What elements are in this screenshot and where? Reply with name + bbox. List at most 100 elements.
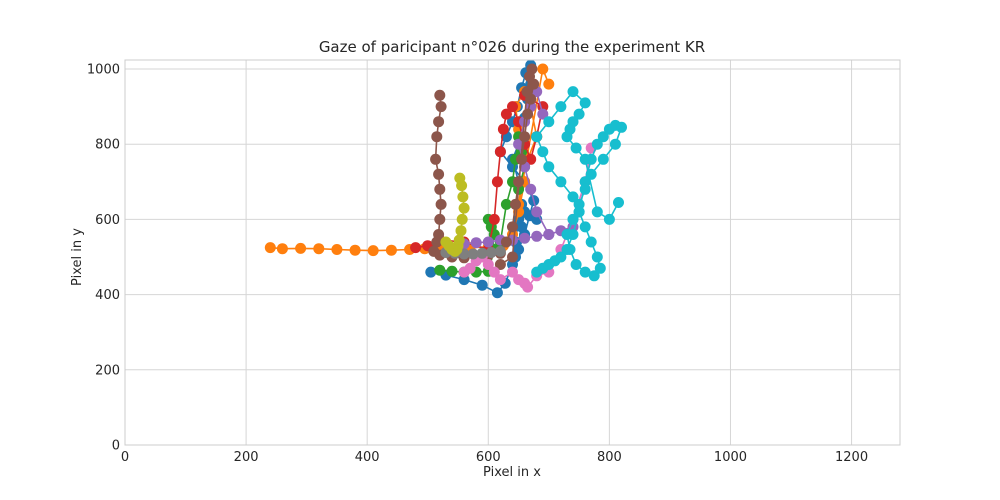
data-point <box>537 63 549 75</box>
data-point <box>457 191 469 203</box>
data-point <box>431 236 443 248</box>
y-tick-labels: 0 200 400 600 800 1000 <box>87 63 120 454</box>
data-point <box>513 176 525 188</box>
x-tick-label: 600 <box>476 450 501 465</box>
y-axis-label: Pixel in y <box>70 228 85 286</box>
series-layer <box>264 59 627 299</box>
y-tick-label: 600 <box>95 213 120 228</box>
data-point <box>519 131 531 143</box>
data-point <box>531 230 543 242</box>
data-point <box>485 247 497 258</box>
series-10 <box>531 86 627 282</box>
data-point <box>573 206 585 218</box>
data-point <box>456 213 468 225</box>
data-point <box>500 236 512 248</box>
data-point <box>525 153 537 165</box>
data-point <box>570 142 582 154</box>
data-point <box>594 262 606 274</box>
data-point <box>555 176 567 188</box>
data-point <box>555 251 567 263</box>
x-axis-label: Pixel in x <box>483 465 541 480</box>
data-point <box>331 244 343 255</box>
data-point <box>579 183 591 195</box>
data-point <box>591 206 603 218</box>
data-point <box>435 198 447 210</box>
data-point <box>434 89 446 101</box>
data-point <box>531 131 543 143</box>
data-point <box>476 279 488 291</box>
data-point <box>573 108 585 120</box>
data-point <box>613 197 624 208</box>
data-point <box>609 138 621 150</box>
series-9 <box>440 172 470 257</box>
data-point <box>295 242 307 254</box>
data-point <box>434 213 446 225</box>
data-point <box>430 153 442 165</box>
data-point <box>425 266 437 278</box>
data-point <box>488 266 500 278</box>
data-point <box>500 198 512 210</box>
data-point <box>603 213 615 225</box>
data-point <box>567 213 579 225</box>
data-point <box>458 202 470 214</box>
data-point <box>537 146 549 158</box>
data-point <box>561 131 573 143</box>
data-point <box>579 97 591 109</box>
data-point <box>313 243 325 255</box>
data-point <box>440 236 452 248</box>
data-point <box>522 108 534 120</box>
data-point <box>570 259 582 270</box>
data-point <box>456 180 468 192</box>
y-tick-label: 1000 <box>87 63 120 78</box>
data-point <box>519 232 531 244</box>
data-point <box>470 237 482 249</box>
data-point <box>507 251 518 263</box>
data-point <box>476 247 488 259</box>
data-point <box>516 153 528 165</box>
x-tick-label: 800 <box>597 450 622 465</box>
data-point <box>494 274 506 286</box>
data-point <box>543 229 555 240</box>
x-tick-label: 1000 <box>714 450 747 465</box>
data-point <box>522 281 534 293</box>
data-point <box>597 131 609 143</box>
data-point <box>497 123 509 135</box>
data-point <box>482 259 494 270</box>
plot-frame <box>124 59 901 446</box>
data-point <box>591 138 603 150</box>
data-point <box>579 153 591 165</box>
data-point <box>524 71 535 82</box>
data-point <box>482 236 494 248</box>
data-point <box>467 248 479 260</box>
data-point <box>446 265 458 277</box>
data-point <box>543 116 555 128</box>
data-point <box>516 221 528 233</box>
data-point <box>500 108 512 120</box>
x-tick-label: 200 <box>234 450 259 465</box>
data-point <box>507 101 518 113</box>
data-point <box>531 206 543 218</box>
data-point <box>494 146 506 158</box>
data-point <box>491 287 503 299</box>
data-point <box>433 116 445 128</box>
x-tick-label: 1200 <box>835 450 868 465</box>
y-tick-label: 800 <box>95 138 120 153</box>
series-5 <box>458 86 579 250</box>
data-point <box>567 191 579 203</box>
data-point <box>525 183 537 195</box>
data-point <box>494 259 506 270</box>
data-point <box>561 229 573 240</box>
data-point <box>433 168 445 180</box>
data-point <box>367 245 379 257</box>
plot-area <box>124 59 901 446</box>
data-point <box>537 108 549 120</box>
data-point <box>585 236 597 248</box>
data-point <box>564 244 576 255</box>
y-tick-label: 200 <box>95 363 120 378</box>
data-point <box>543 161 555 173</box>
data-point <box>507 221 518 233</box>
data-point <box>264 242 276 254</box>
data-point <box>543 78 555 90</box>
data-point <box>591 251 603 263</box>
x-tick-labels: 0 200 400 600 800 1000 1200 <box>121 450 868 465</box>
